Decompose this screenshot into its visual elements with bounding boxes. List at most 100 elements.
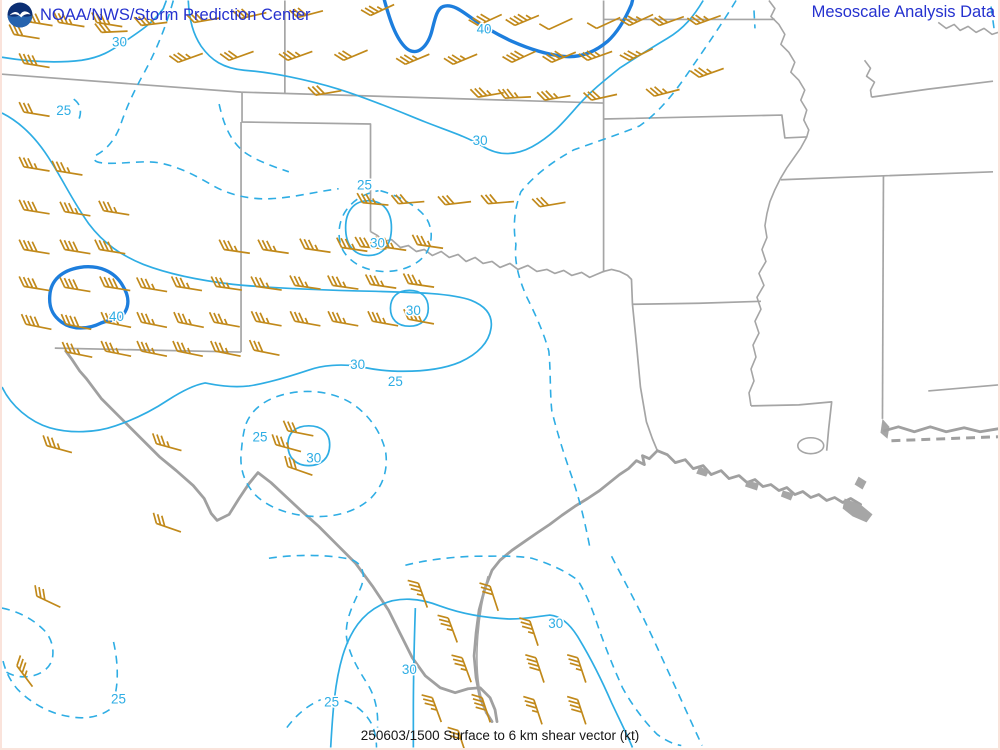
marsh-blob-4 (854, 476, 867, 490)
wind-barb (284, 455, 313, 477)
wind-barb (18, 276, 50, 292)
wind-barb (469, 87, 504, 98)
wind-barb (20, 313, 52, 331)
wind-barb (18, 199, 50, 215)
wind-barb (299, 238, 331, 254)
wind-barb (538, 17, 573, 31)
wind-barb (468, 13, 503, 27)
wind-barb (566, 653, 587, 683)
wind-barb (421, 694, 443, 723)
contour-label: 30 (473, 133, 488, 148)
border-ms-al (881, 175, 885, 419)
wind-barb (437, 614, 459, 643)
wind-barb (59, 201, 91, 217)
contour-label: 25 (357, 178, 372, 193)
lake-pontchartrain (797, 436, 825, 455)
river-rio-grande (64, 349, 499, 723)
wind-barb (18, 101, 50, 118)
contour-25-stx-loop (240, 390, 388, 518)
border-tn-ms-al (780, 170, 994, 181)
wind-barb (59, 239, 91, 255)
wind-barb (250, 276, 282, 291)
contour-25-nw (93, 0, 339, 200)
wind-barb (447, 726, 468, 748)
wind-barb (497, 88, 531, 99)
contour-30-oval-redriver (344, 199, 393, 257)
border-al-fl (928, 384, 998, 392)
map-caption: 250603/1500 Surface to 6 km shear vector… (360, 728, 640, 743)
wind-barb (402, 273, 435, 288)
wind-barb (536, 90, 571, 101)
wind-barb (479, 582, 499, 612)
contour-label: 30 (406, 303, 421, 318)
site-title[interactable]: NOAA/NWS/Storm Prediction Center (40, 5, 311, 24)
wind-barb (289, 310, 321, 327)
contour-label: 25 (324, 695, 339, 710)
wind-barb (136, 311, 168, 329)
contour-label: 25 (111, 692, 126, 707)
wind-barb (619, 47, 654, 62)
wind-barb (16, 655, 34, 688)
wind-barb (525, 653, 545, 683)
wind-barb (136, 340, 168, 358)
wind-barb (248, 339, 280, 357)
contour-label: 30 (548, 616, 563, 631)
coast-ms-al (883, 425, 998, 434)
wind-barb (61, 341, 93, 359)
contour-label: 30 (306, 451, 321, 466)
wind-barb (364, 274, 397, 289)
wind-barb (437, 194, 472, 206)
wind-barb (170, 276, 203, 292)
contour-25-sw-arc (2, 641, 119, 719)
wind-barb (51, 160, 83, 176)
wind-barb (168, 52, 204, 64)
wind-barb (443, 53, 478, 66)
wind-barb (356, 192, 389, 206)
wind-barb (271, 434, 302, 453)
wind-barb (586, 16, 621, 30)
contour-label: 30 (402, 662, 417, 677)
river-ia (863, 59, 876, 98)
contour-25-nm-branch (218, 103, 290, 173)
wind-barb (232, 8, 267, 20)
wind-barb (582, 90, 618, 101)
wind-barb (327, 310, 359, 327)
contour-30-coastal-leg (412, 608, 417, 748)
wind-barb (18, 156, 50, 172)
wind-barb (185, 12, 221, 24)
contour-30-coastal-dome (329, 598, 634, 748)
wind-barb (100, 340, 132, 358)
wind-barb (451, 654, 472, 683)
contour-30-oval-nwtex (389, 289, 430, 328)
wind-barb (135, 277, 168, 293)
wind-barb (34, 585, 61, 608)
wind-barb (354, 236, 387, 250)
wind-barb (390, 193, 425, 205)
wind-barb (94, 239, 126, 255)
wind-barb (689, 67, 724, 78)
barrier-islands (891, 435, 998, 443)
delta-mississippi (842, 498, 873, 523)
wind-barb (374, 236, 407, 252)
header-left: NOAA/NWS/Storm Prediction Center (7, 2, 311, 28)
contour-label: 25 (388, 374, 403, 389)
contour-25-okloop (338, 189, 432, 273)
wind-barb (18, 239, 50, 255)
border-ia-mo (871, 80, 994, 98)
wind-barb (210, 340, 241, 358)
contour-label: 40 (109, 309, 124, 324)
wind-barbs (8, 3, 724, 748)
wind-barb (250, 310, 282, 327)
noaa-logo-icon[interactable] (7, 2, 33, 28)
wind-barb (208, 311, 240, 328)
wind-barb (98, 200, 130, 216)
wind-barb (42, 435, 73, 454)
state-borders (2, 0, 998, 723)
coast-laguna-madre (476, 575, 489, 714)
mobile-bay (880, 418, 890, 439)
contour-label: 25 (252, 430, 267, 445)
contour-25-sw-arc2 (2, 607, 54, 678)
contour-25-tiny-arc (73, 98, 82, 123)
wind-barb (18, 52, 50, 69)
page-title: Mesoscale Analysis Data (811, 3, 995, 21)
